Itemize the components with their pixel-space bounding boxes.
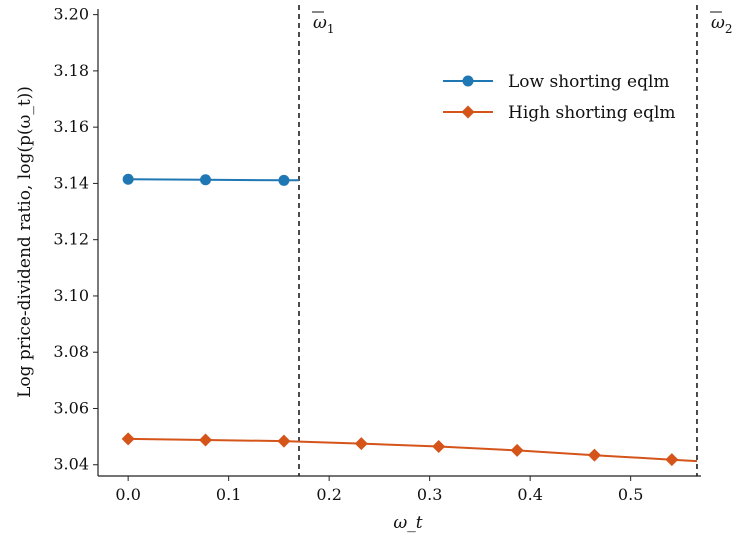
legend: Low shorting eqlm High shorting eqlm <box>443 72 676 123</box>
series-group <box>121 173 698 467</box>
axis-labels: ω_t Log price-dividend ratio, log(p(ω_t)… <box>15 86 423 533</box>
y-tick-label: 3.12 <box>53 230 89 249</box>
vline-label-1: ω1 <box>313 13 335 36</box>
series-line-1 <box>128 178 299 182</box>
x-axis-label: ω_t <box>393 513 422 533</box>
data-point <box>200 174 212 186</box>
data-point <box>121 432 135 446</box>
y-tick-label: 3.18 <box>53 61 89 80</box>
data-point <box>278 174 290 186</box>
x-tick-label: 0.4 <box>517 485 542 504</box>
x-tick-label: 0.1 <box>216 485 241 504</box>
legend-marker <box>462 75 474 87</box>
data-point <box>587 448 601 462</box>
legend-label: Low shorting eqlm <box>508 72 670 92</box>
x-tick-label: 0.2 <box>316 485 341 504</box>
y-tick-label: 3.14 <box>53 173 89 192</box>
data-point <box>277 434 291 448</box>
data-point <box>354 437 368 451</box>
axes: 3.04 3.06 3.08 3.10 3.12 3.14 3.16 3.18 3.20 0.0 0… <box>53 5 701 504</box>
legend-marker <box>461 105 475 119</box>
y-tick-label: 3.06 <box>53 398 89 417</box>
y-tick-label: 3.16 <box>53 117 89 136</box>
data-point <box>510 443 524 457</box>
y-tick-label: 3.04 <box>53 455 89 474</box>
data-point <box>432 439 446 453</box>
y-tick-label: 3.10 <box>53 286 89 305</box>
data-point <box>122 173 134 185</box>
x-tick-label: 0.3 <box>417 485 442 504</box>
vline-label-2: ω2 <box>711 13 733 36</box>
y-tick-label: 3.08 <box>53 342 89 361</box>
x-tick-label: 0.5 <box>618 485 643 504</box>
data-point <box>665 453 679 467</box>
y-tick-label: 3.20 <box>53 5 89 24</box>
y-axis-label: Log price-dividend ratio, log(p(ω_t)) <box>15 86 35 398</box>
legend-label: High shorting eqlm <box>508 103 676 123</box>
x-tick-label: 0.0 <box>115 485 140 504</box>
series-line-2 <box>128 437 698 463</box>
data-point <box>199 433 213 447</box>
